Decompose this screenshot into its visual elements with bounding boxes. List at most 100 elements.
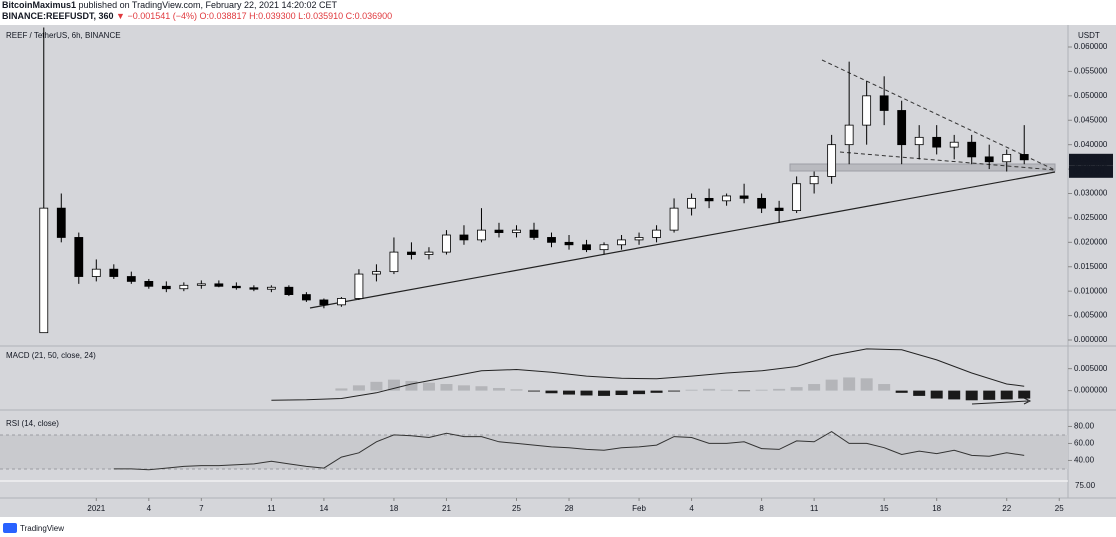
candle-body bbox=[844, 124, 854, 146]
x-tick-label: 28 bbox=[565, 504, 574, 513]
y-tick-label: 80.00 bbox=[1074, 422, 1095, 431]
x-tick-label: 21 bbox=[442, 504, 451, 513]
candle-body bbox=[56, 207, 66, 238]
ohlc: O:0.038817 H:0.039300 L:0.035910 C:0.036… bbox=[200, 11, 393, 21]
y-tick-label: 0.040000 bbox=[1074, 140, 1108, 149]
x-tick-label: 18 bbox=[389, 504, 398, 513]
macd-histogram-bar bbox=[808, 384, 821, 391]
candle-body bbox=[722, 195, 731, 202]
author: BitcoinMaximus1 bbox=[2, 0, 76, 10]
macd-histogram-bar bbox=[913, 390, 926, 396]
candle-body bbox=[564, 241, 574, 246]
candle-body bbox=[529, 229, 539, 238]
macd-histogram-bar bbox=[650, 390, 663, 393]
candle-body bbox=[337, 298, 346, 306]
y-tick-label: 40.00 bbox=[1074, 456, 1095, 465]
x-tick-label: 14 bbox=[319, 504, 328, 513]
candle-body bbox=[214, 283, 224, 287]
candle-body bbox=[932, 136, 942, 148]
candle-body bbox=[897, 110, 907, 146]
candle-body bbox=[547, 237, 556, 243]
macd-histogram-bar bbox=[668, 390, 681, 392]
x-tick-label: 7 bbox=[199, 504, 204, 513]
candle-body bbox=[319, 299, 329, 306]
x-tick-label: 25 bbox=[512, 504, 521, 513]
macd-histogram-bar bbox=[1000, 390, 1013, 400]
macd-line bbox=[271, 348, 1025, 401]
candle-body bbox=[266, 286, 276, 290]
candle-body bbox=[617, 239, 626, 246]
countdown-box bbox=[1069, 165, 1113, 178]
macd-histogram-bar bbox=[965, 390, 978, 401]
candle-body bbox=[74, 237, 84, 277]
pane-title: RSI (14, close) bbox=[6, 419, 59, 428]
logo bbox=[3, 523, 17, 533]
y-tick-label: 0.015000 bbox=[1074, 262, 1108, 271]
candle-body bbox=[1019, 154, 1029, 161]
footer-brand: TradingView bbox=[20, 524, 64, 533]
candle-body bbox=[809, 176, 819, 185]
published: published on TradingView.com, February 2… bbox=[79, 0, 338, 10]
x-tick-label: 18 bbox=[932, 504, 941, 513]
y-tick-label: 0.000000 bbox=[1074, 386, 1108, 395]
x-tick-label: 4 bbox=[147, 504, 152, 513]
macd-histogram-bar bbox=[492, 387, 505, 391]
candle-body bbox=[459, 234, 469, 241]
candle-body bbox=[91, 268, 101, 277]
x-tick-label: 2021 bbox=[87, 504, 105, 513]
y-tick-label: 0.020000 bbox=[1074, 237, 1108, 246]
x-tick-label: 25 bbox=[1055, 504, 1064, 513]
candle-body bbox=[231, 285, 241, 289]
y-tick-label: 0.060000 bbox=[1074, 42, 1108, 51]
support-zone bbox=[789, 163, 1056, 172]
candle-body bbox=[109, 268, 119, 277]
macd-histogram-bar bbox=[370, 381, 383, 391]
candle-body bbox=[879, 95, 889, 111]
macd-histogram-bar bbox=[422, 382, 435, 391]
pane-title: MACD (21, 50, close, 24) bbox=[6, 351, 96, 360]
wedge-support bbox=[839, 151, 1056, 171]
change: ▼ −0.001541 (−4%) bbox=[116, 11, 197, 21]
candle-body bbox=[582, 244, 591, 251]
macd-histogram-bar bbox=[352, 385, 365, 391]
y-tick-label: 0.055000 bbox=[1074, 67, 1108, 76]
candle-body bbox=[249, 287, 259, 290]
candle-body bbox=[599, 244, 609, 251]
macd-histogram-bar bbox=[983, 390, 996, 400]
symbol-line: BINANCE:REEFUSDT, 360 ▼ −0.001541 (−4%) … bbox=[2, 11, 392, 21]
x-tick-label: Feb bbox=[632, 504, 646, 513]
x-tick-label: 11 bbox=[810, 504, 819, 513]
macd-histogram-bar bbox=[440, 384, 453, 391]
macd-histogram-bar bbox=[545, 390, 558, 394]
macd-histogram-bar bbox=[860, 378, 873, 391]
countdown-label: 04:40:00 bbox=[1073, 167, 1105, 176]
macd-histogram-bar bbox=[580, 390, 593, 396]
y-tick-label: 60.00 bbox=[1074, 439, 1095, 448]
macd-histogram-bar bbox=[790, 387, 803, 391]
candle-body bbox=[389, 251, 399, 273]
candle-body bbox=[494, 229, 504, 233]
candle-body bbox=[144, 280, 154, 287]
candle-body bbox=[634, 237, 644, 241]
y-tick-label: 0.045000 bbox=[1074, 115, 1108, 124]
macd-histogram-bar bbox=[755, 389, 768, 391]
x-tick-label: 4 bbox=[689, 504, 694, 513]
candle-body bbox=[967, 141, 977, 158]
y-tick-label: 0.000000 bbox=[1074, 335, 1108, 344]
candle-body bbox=[984, 156, 994, 163]
macd-histogram-bar bbox=[773, 388, 786, 391]
candle-body bbox=[442, 234, 451, 253]
rsi-band bbox=[0, 435, 1068, 469]
candle-body bbox=[704, 197, 714, 202]
candle-body bbox=[39, 207, 49, 334]
rsi-line bbox=[113, 431, 1025, 471]
macd-histogram-bar bbox=[1018, 390, 1031, 399]
macd-histogram-bar bbox=[843, 377, 856, 391]
macd-histogram-bar bbox=[510, 389, 523, 391]
macd-histogram-bar bbox=[335, 388, 348, 391]
candle-body bbox=[774, 207, 784, 211]
symbol: BINANCE:REEFUSDT, 360 bbox=[2, 11, 114, 21]
y-tick-label: 0.010000 bbox=[1074, 286, 1108, 295]
candle-body bbox=[949, 141, 959, 148]
